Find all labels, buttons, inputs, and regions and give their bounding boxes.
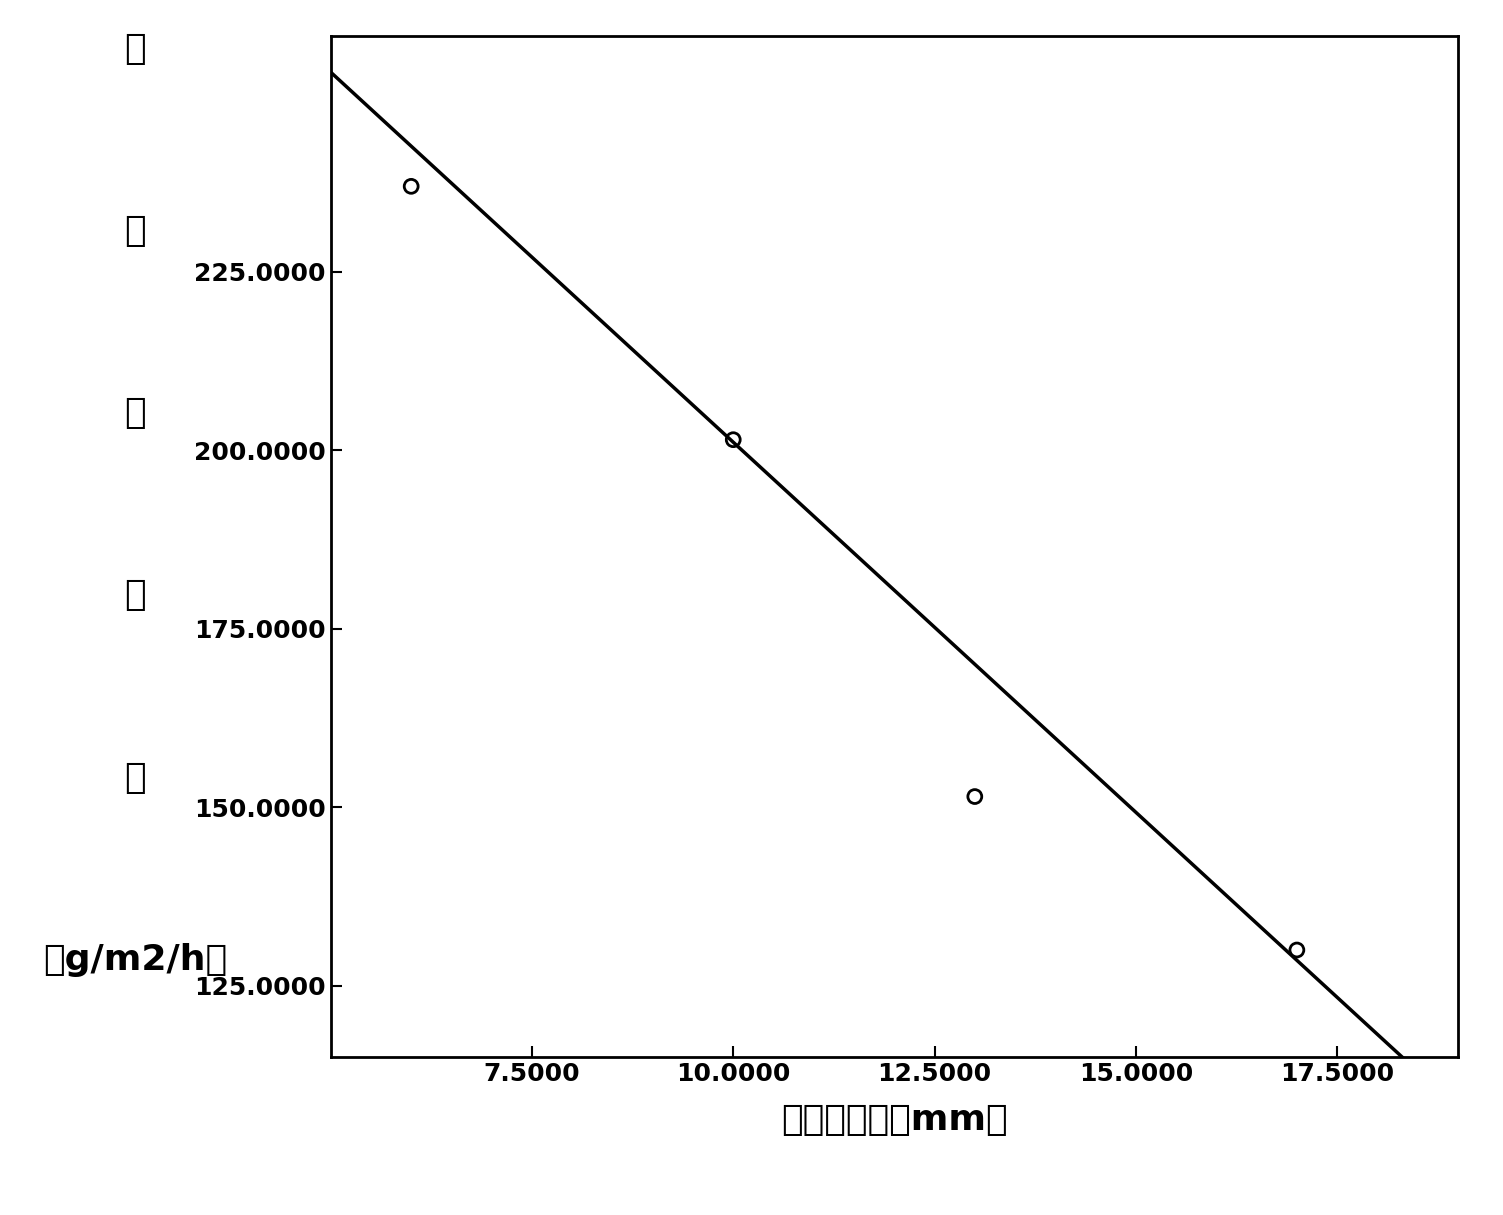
Text: 湿: 湿 [125, 578, 146, 612]
X-axis label: 空气层厚度（mm）: 空气层厚度（mm） [782, 1102, 1007, 1136]
Point [1285, 940, 1309, 960]
Point [963, 787, 987, 807]
Text: 透: 透 [125, 396, 146, 430]
Text: 织: 织 [125, 32, 146, 66]
Text: （g/m2/h）: （g/m2/h） [44, 943, 227, 977]
Point [400, 176, 424, 196]
Text: 物: 物 [125, 214, 146, 248]
Text: 量: 量 [125, 761, 146, 795]
Point [721, 430, 745, 450]
